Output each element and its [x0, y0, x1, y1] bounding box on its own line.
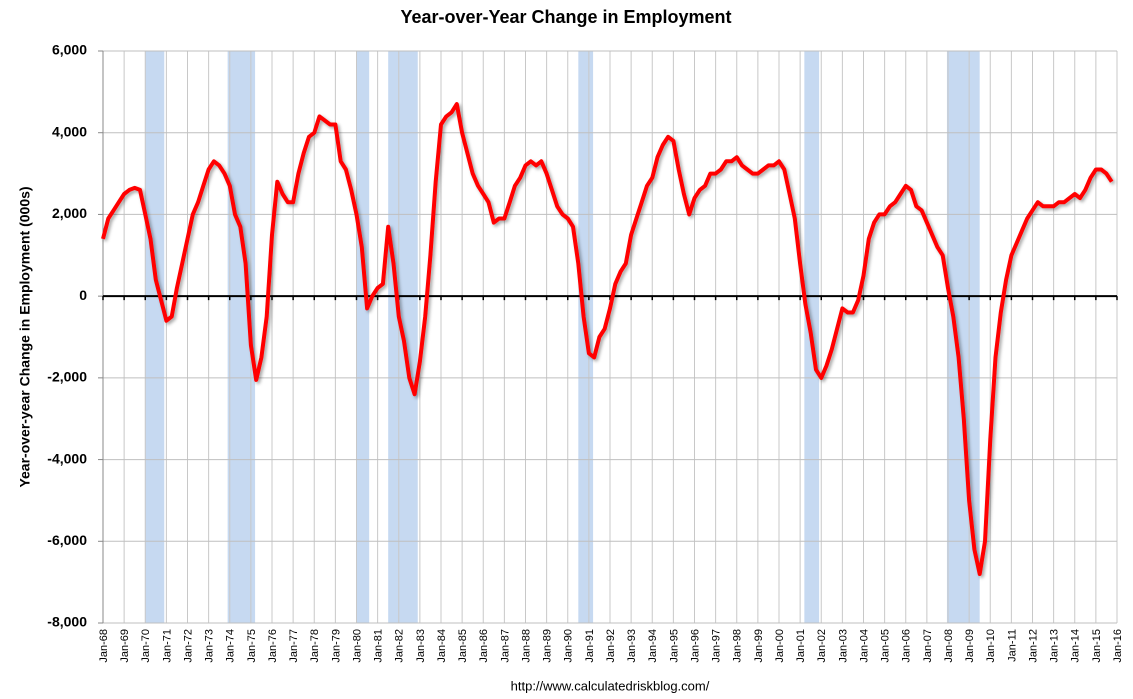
x-tick-label: Jan-75 — [246, 629, 258, 663]
recession-band — [946, 51, 980, 623]
x-tick-label: Jan-79 — [330, 629, 342, 663]
data-line — [101, 102, 1114, 576]
x-tick-label: Jan-84 — [436, 629, 448, 663]
recession-band — [145, 51, 165, 623]
x-tick-label: Jan-81 — [373, 629, 385, 663]
y-tick-label: 2,000 — [52, 205, 87, 221]
x-tick-label: Jan-03 — [837, 629, 849, 663]
x-tick-label: Jan-13 — [1049, 629, 1061, 663]
x-tick-label: Jan-77 — [288, 629, 300, 663]
x-tick-label: Jan-87 — [499, 629, 511, 663]
x-tick-label: Jan-97 — [711, 629, 723, 663]
y-axis-label: Year-over-year Change in Employment (000… — [17, 186, 33, 487]
x-tick-label: Jan-70 — [140, 629, 152, 663]
x-tick-label: Jan-99 — [753, 629, 765, 663]
x-tick-label: Jan-02 — [816, 629, 828, 663]
x-tick-label: Jan-07 — [922, 629, 934, 663]
x-tick-label: Jan-86 — [478, 629, 490, 663]
x-tick-label: Jan-83 — [415, 629, 427, 663]
x-tick-label: Jan-98 — [732, 629, 744, 663]
x-tick-label: Jan-95 — [668, 629, 680, 663]
x-tick-label: Jan-76 — [267, 629, 279, 663]
x-tick-label: Jan-15 — [1091, 629, 1103, 663]
x-tick-label: Jan-91 — [584, 629, 596, 663]
x-tick-label: Jan-74 — [225, 629, 237, 663]
x-tick-label: Jan-11 — [1006, 629, 1018, 662]
x-tick-label: Jan-01 — [795, 629, 807, 663]
source: http://www.calculatedriskblog.com/ — [511, 678, 710, 693]
y-tick-label: 6,000 — [52, 42, 87, 58]
y-tick-label: -2,000 — [47, 369, 87, 385]
x-tick-label: Jan-10 — [985, 629, 997, 663]
x-tick-label: Jan-85 — [457, 629, 469, 663]
x-tick-label: Jan-68 — [98, 629, 110, 663]
x-tick-label: Jan-12 — [1027, 629, 1039, 663]
y-tick-label: 4,000 — [52, 123, 87, 139]
x-tick-label: Jan-93 — [626, 629, 638, 663]
x-tick-label: Jan-14 — [1070, 629, 1082, 663]
y-tick-label: -8,000 — [47, 614, 87, 630]
x-tick-label: Jan-96 — [689, 629, 701, 663]
x-tick-label: Jan-69 — [119, 629, 131, 663]
x-tick-label: Jan-78 — [309, 629, 321, 663]
y-tick-label: -4,000 — [47, 450, 87, 466]
x-tick-label: Jan-71 — [161, 629, 173, 663]
x-tick-label: Jan-94 — [647, 629, 659, 663]
x-tick-label: Jan-00 — [774, 629, 786, 663]
x-tick-label: Jan-08 — [943, 629, 955, 663]
recession-band — [356, 51, 370, 623]
x-tick-label: Jan-92 — [605, 629, 617, 663]
x-tick-label: Jan-05 — [880, 629, 892, 663]
chart-title: Year-over-Year Change in Employment — [400, 7, 731, 27]
x-tick-label: Jan-16 — [1112, 629, 1124, 663]
y-tick-label: 0 — [79, 287, 87, 303]
x-tick-label: Jan-06 — [901, 629, 913, 663]
x-tick-label: Jan-82 — [394, 629, 406, 663]
x-tick-label: Jan-80 — [351, 629, 363, 663]
x-tick-label: Jan-04 — [858, 629, 870, 663]
y-tick-label: -6,000 — [47, 532, 87, 548]
x-tick-label: Jan-09 — [964, 629, 976, 663]
x-tick-label: Jan-88 — [520, 629, 532, 663]
x-tick-label: Jan-73 — [204, 629, 216, 663]
x-tick-label: Jan-89 — [542, 629, 554, 663]
x-tick-label: Jan-72 — [182, 629, 194, 663]
x-tick-label: Jan-90 — [563, 629, 575, 663]
